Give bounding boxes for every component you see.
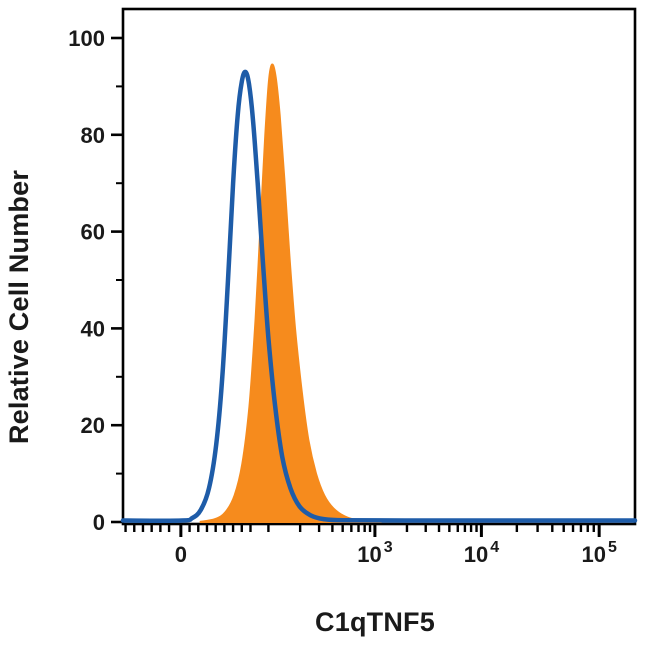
y-tick-label: 20 xyxy=(81,413,105,438)
blue-open-histogram xyxy=(120,69,638,523)
plot-border xyxy=(121,7,637,526)
y-tick-label: 0 xyxy=(93,510,105,535)
y-tick-label: 80 xyxy=(81,123,105,148)
x-tick-label: 10 3 xyxy=(357,539,392,567)
y-tick-label: 100 xyxy=(68,26,105,51)
y-tick-label: 60 xyxy=(81,220,105,245)
x-axis-label: C1qTNF5 xyxy=(315,607,435,637)
chart-generated-layer: 0 20 40 60 80 100 0 10 3 10 4 10 5 xyxy=(68,7,638,567)
y-tick-label: 40 xyxy=(81,316,105,341)
orange-filled-histogram xyxy=(199,63,382,523)
x-tick-label: 0 xyxy=(175,542,187,567)
x-tick-label: 10 4 xyxy=(464,539,499,567)
y-axis-label: Relative Cell Number xyxy=(4,170,34,444)
x-tick-label: 10 5 xyxy=(581,539,616,567)
